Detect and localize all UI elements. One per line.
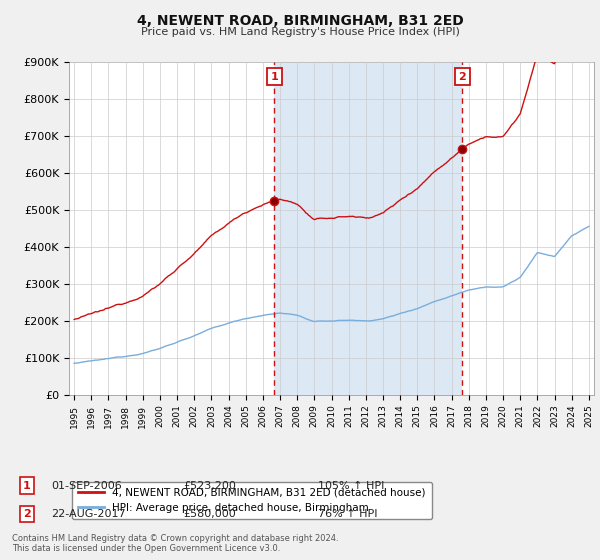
Legend: 4, NEWENT ROAD, BIRMINGHAM, B31 2ED (detached house), HPI: Average price, detach: 4, NEWENT ROAD, BIRMINGHAM, B31 2ED (det… xyxy=(71,482,432,519)
Text: 22-AUG-2017: 22-AUG-2017 xyxy=(51,509,125,519)
Text: 1: 1 xyxy=(23,480,31,491)
Text: £580,000: £580,000 xyxy=(183,509,236,519)
Text: 1: 1 xyxy=(271,72,278,82)
Text: Price paid vs. HM Land Registry's House Price Index (HPI): Price paid vs. HM Land Registry's House … xyxy=(140,27,460,37)
Text: 2: 2 xyxy=(458,72,466,82)
Text: 76% ↑ HPI: 76% ↑ HPI xyxy=(318,509,377,519)
Text: 4, NEWENT ROAD, BIRMINGHAM, B31 2ED: 4, NEWENT ROAD, BIRMINGHAM, B31 2ED xyxy=(137,14,463,28)
Text: 105% ↑ HPI: 105% ↑ HPI xyxy=(318,480,385,491)
Text: £523,200: £523,200 xyxy=(183,480,236,491)
Text: 01-SEP-2006: 01-SEP-2006 xyxy=(51,480,122,491)
Bar xyxy=(274,62,463,395)
Text: Contains HM Land Registry data © Crown copyright and database right 2024.
This d: Contains HM Land Registry data © Crown c… xyxy=(12,534,338,553)
Text: 2: 2 xyxy=(23,509,31,519)
